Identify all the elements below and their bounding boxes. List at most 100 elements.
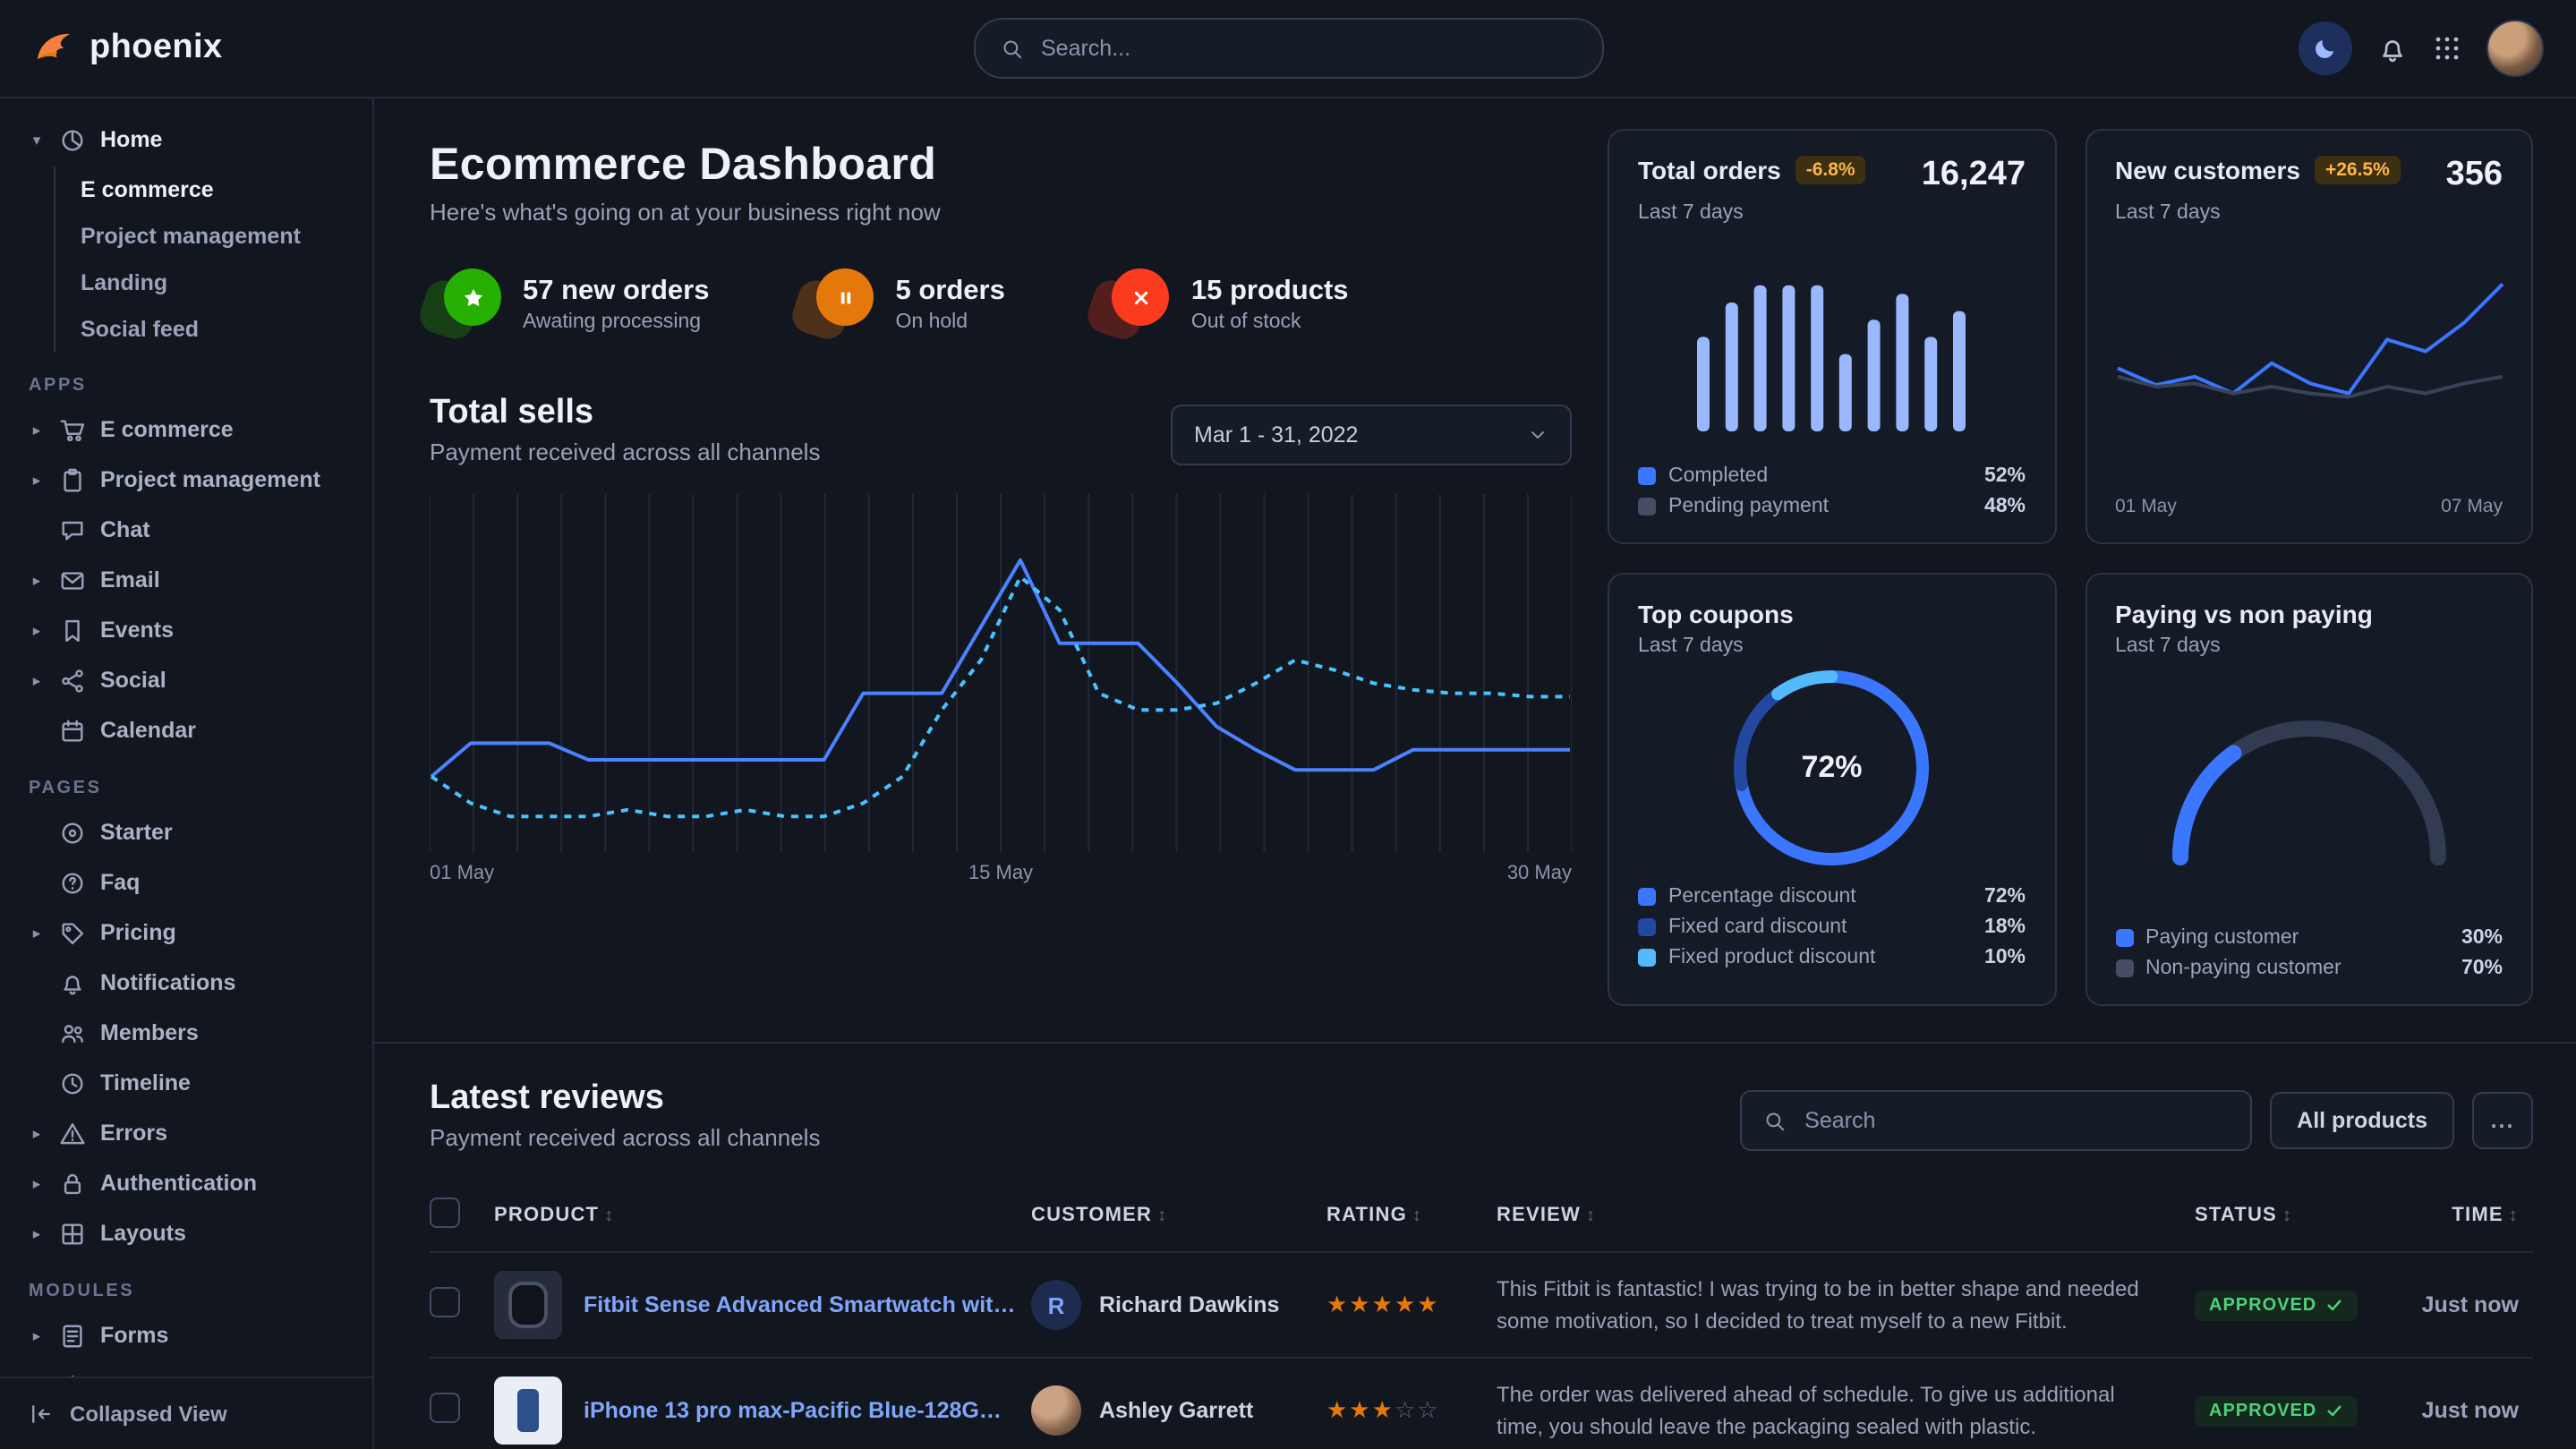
bell-icon [59,969,86,996]
collapse-view-button[interactable]: Collapsed View [0,1377,372,1449]
pause-icon [816,268,874,326]
row-checkbox[interactable] [430,1287,460,1317]
sidebar-item-starter[interactable]: Starter [18,807,358,857]
main-content: Ecommerce Dashboard Here's what's going … [372,97,2576,1449]
total-orders-badge: -6.8% [1795,156,1866,184]
reviews-title: Latest reviews [430,1079,664,1117]
sort-icon: ↕ [1157,1206,1168,1226]
sidebar-item-project-management-app[interactable]: ▸ Project management [18,455,358,505]
top-navbar: phoenix [0,0,2576,98]
time-cell: Just now [2392,1251,2533,1358]
caret-right-icon: ▸ [32,470,41,488]
star-icon [444,268,501,326]
table-row: iPhone 13 pro max-Pacific Blue-128GB sto… [430,1357,2533,1449]
sidebar-subitem-social-feed[interactable]: Social feed [81,317,199,342]
search-icon [1000,37,1023,60]
sidebar-item-forms[interactable]: ▸ Forms [18,1310,358,1360]
sidebar-subitem-ecommerce[interactable]: E commerce [81,177,214,202]
clipboard-icon [59,466,86,493]
sidebar-item-email[interactable]: ▸ Email [18,555,358,605]
section-divider [372,1042,2576,1044]
compass-icon [59,819,86,846]
sidebar-subitem-project-management[interactable]: Project management [81,224,301,249]
global-search[interactable] [973,18,1603,79]
sidebar-item-faq[interactable]: Faq [18,857,358,908]
theme-toggle[interactable] [2299,21,2352,75]
sidebar-item-errors[interactable]: ▸ Errors [18,1108,358,1158]
date-range-select[interactable]: Mar 1 - 31, 2022 [1171,405,1572,465]
top-coupons-donut-chart [1732,668,1932,868]
all-products-button[interactable]: All products [2270,1092,2454,1149]
column-customer[interactable]: CUSTOMER ↕ [1031,1205,1168,1226]
sidebar-item-icons[interactable]: ▸ Icons [18,1360,358,1377]
sidebar-item-notifications[interactable]: Notifications [18,958,358,1008]
donut-center-label: 72% [1801,750,1863,784]
caret-right-icon: ▸ [29,1376,45,1377]
check-icon [2325,1296,2343,1314]
warning-icon [59,1120,86,1146]
row-checkbox[interactable] [430,1393,460,1423]
apps-grid-icon[interactable] [2433,34,2461,63]
pie-chart-icon [59,126,86,153]
rating-stars: ★★★☆☆ [1326,1396,1440,1423]
status-badge: APPROVED [2195,1395,2358,1426]
sidebar-item-ecommerce-app[interactable]: ▸ E commerce [18,405,358,455]
sidebar-section-modules: MODULES [29,1282,135,1301]
reviews-search[interactable] [1740,1090,2253,1151]
sidebar-item-timeline[interactable]: Timeline [18,1058,358,1108]
product-thumbnail-smartwatch[interactable] [494,1271,562,1339]
sidebar-item-calendar[interactable]: Calendar [18,705,358,755]
total-orders-bar-chart [1697,259,1966,430]
grid-icon [59,1220,86,1247]
sidebar-item-members[interactable]: Members [18,1008,358,1058]
brand-logo[interactable]: phoenix [32,27,223,70]
global-search-input[interactable] [1037,34,1576,63]
sidebar-item-pricing[interactable]: ▸ Pricing [18,908,358,958]
caret-right-icon: ▸ [32,1325,41,1343]
share-icon [59,667,86,694]
new-customers-badge: +26.5% [2314,156,2401,184]
sidebar-item-chat[interactable]: Chat [18,505,358,555]
customer-avatar[interactable]: R [1031,1280,1081,1330]
sidebar-item-layouts[interactable]: ▸ Layouts [18,1208,358,1258]
chat-icon [59,516,86,543]
stat-new-orders: 57 new orders Awating processing [430,268,710,340]
caret-right-icon: ▸ [32,670,41,688]
sidebar-subitem-landing[interactable]: Landing [81,270,168,295]
latest-reviews-section: Latest reviews Payment received across a… [372,1044,2576,1449]
sort-icon: ↕ [1412,1206,1423,1226]
select-all-checkbox[interactable] [430,1198,460,1228]
product-link[interactable]: Fitbit Sense Advanced Smartwatch with To… [584,1292,1017,1317]
product-thumbnail-iphone[interactable] [494,1377,562,1445]
column-rating[interactable]: RATING ↕ [1326,1205,1423,1226]
caret-down-icon: ▾ [32,130,41,148]
phoenix-logo-icon [38,33,70,59]
new-customers-line-chart [2115,260,2503,453]
column-product[interactable]: PRODUCT ↕ [494,1205,615,1226]
total-orders-value: 16,247 [1921,156,2026,193]
check-icon [2325,1402,2343,1419]
top-coupons-card: Top coupons Last 7 days 72% Percentage d… [1608,573,2056,1006]
new-customers-value: 356 [2445,156,2503,193]
sidebar-item-label: Home [100,127,163,152]
reviews-subtitle: Payment received across all channels [430,1124,821,1151]
sidebar-item-home[interactable]: ▾ Home [18,115,358,165]
customer-avatar[interactable] [1031,1385,1081,1436]
reviews-search-input[interactable] [1801,1106,2230,1135]
sidebar-item-events[interactable]: ▸ Events [18,605,358,655]
product-link[interactable]: iPhone 13 pro max-Pacific Blue-128GB sto… [584,1398,1017,1423]
more-options-button[interactable]: ... [2472,1092,2533,1149]
calendar-icon [59,717,86,744]
tag-icon [59,919,86,946]
column-status[interactable]: STATUS ↕ [2195,1205,2293,1226]
reviews-table: PRODUCT ↕ CUSTOMER ↕ RATING ↕ REVIEW ↕ STATU… [430,1183,2533,1449]
column-time[interactable]: TIME ↕ [2452,1205,2519,1226]
sidebar-item-authentication[interactable]: ▸ Authentication [18,1158,358,1208]
column-review[interactable]: REVIEW ↕ [1497,1205,1597,1226]
x-icon [1112,268,1170,326]
user-avatar[interactable] [2486,20,2544,77]
notifications-bell-icon[interactable] [2377,33,2408,64]
new-customers-card: New customers +26.5% 356 Last 7 days 01 … [2085,129,2533,544]
sidebar-item-social[interactable]: ▸ Social [18,655,358,705]
caret-right-icon: ▸ [32,620,41,638]
